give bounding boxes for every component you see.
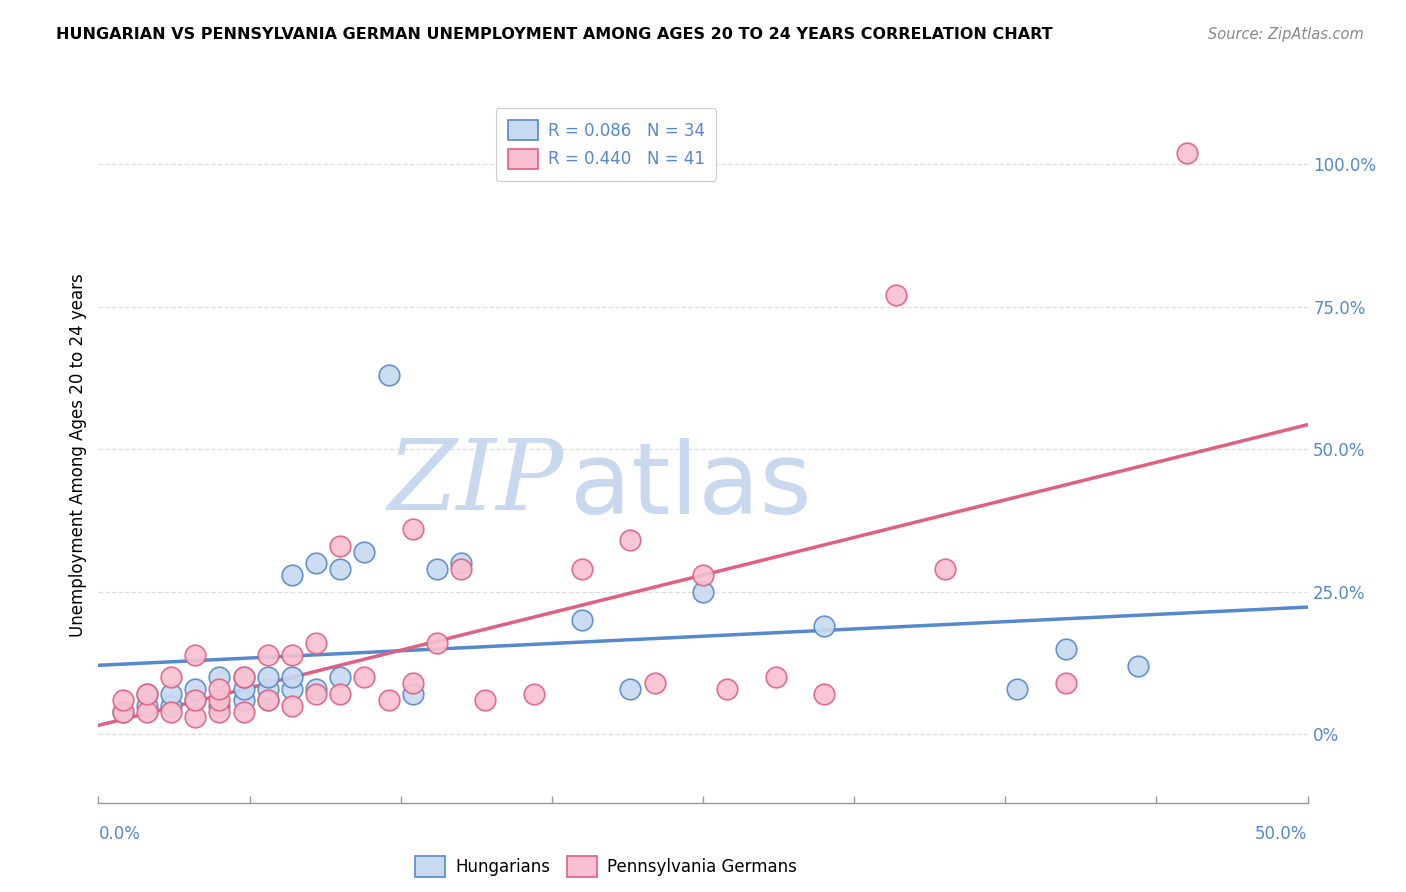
Point (886, 288, 908, 302)
Text: Source: ZipAtlas.com: Source: ZipAtlas.com (1208, 27, 1364, 42)
Point (256, 648, 278, 662)
Point (135, 705, 157, 719)
Point (281, 698, 304, 713)
Point (160, 705, 183, 719)
Point (208, 705, 231, 719)
Point (281, 567, 304, 582)
Point (329, 670, 352, 684)
Point (256, 681, 278, 696)
Point (184, 693, 207, 707)
Point (402, 522, 425, 536)
Point (450, 556, 472, 570)
Point (232, 705, 254, 719)
Point (184, 681, 207, 696)
Point (692, 567, 714, 582)
Point (256, 670, 278, 684)
Point (329, 539, 352, 553)
Point (135, 688, 157, 702)
Point (281, 681, 304, 696)
Point (402, 676, 425, 690)
Point (1128, 659, 1150, 673)
Point (619, 681, 641, 696)
Point (402, 688, 425, 702)
Text: ZIP: ZIP (388, 435, 564, 531)
Point (571, 613, 593, 627)
Point (377, 693, 399, 707)
Point (208, 698, 231, 713)
Point (281, 648, 304, 662)
Point (571, 562, 593, 576)
Point (813, 688, 835, 702)
Point (208, 681, 231, 696)
Point (1054, 676, 1077, 690)
Point (305, 556, 328, 570)
Point (426, 562, 449, 576)
Legend: Hungarians, Pennsylvania Germans: Hungarians, Pennsylvania Germans (408, 848, 806, 885)
Point (232, 670, 254, 684)
Text: 0.0%: 0.0% (98, 825, 141, 843)
Point (1007, 681, 1029, 696)
Y-axis label: Unemployment Among Ages 20 to 24 years: Unemployment Among Ages 20 to 24 years (69, 273, 87, 637)
Point (450, 562, 472, 576)
Point (377, 368, 399, 382)
Point (111, 693, 134, 707)
Point (305, 688, 328, 702)
Point (716, 681, 738, 696)
Point (184, 648, 207, 662)
Point (619, 533, 641, 548)
Point (111, 705, 134, 719)
Point (305, 681, 328, 696)
Point (644, 676, 666, 690)
Point (523, 688, 546, 702)
Point (160, 688, 183, 702)
Point (1175, 145, 1198, 160)
Point (135, 698, 157, 713)
Point (353, 545, 375, 559)
Point (256, 693, 278, 707)
Point (184, 710, 207, 724)
Point (184, 693, 207, 707)
Point (232, 693, 254, 707)
Point (135, 688, 157, 702)
Text: atlas: atlas (569, 438, 811, 534)
Point (111, 705, 134, 719)
Point (474, 693, 496, 707)
Point (208, 693, 231, 707)
Point (208, 670, 231, 684)
Point (305, 636, 328, 650)
Point (765, 670, 787, 684)
Point (256, 693, 278, 707)
Point (329, 688, 352, 702)
Point (692, 584, 714, 599)
Point (232, 670, 254, 684)
Point (160, 698, 183, 713)
Point (281, 670, 304, 684)
Point (329, 562, 352, 576)
Point (426, 636, 449, 650)
Point (353, 670, 375, 684)
Point (1054, 641, 1077, 656)
Text: 50.0%: 50.0% (1256, 825, 1308, 843)
Point (934, 562, 956, 576)
Point (232, 681, 254, 696)
Point (813, 619, 835, 633)
Text: HUNGARIAN VS PENNSYLVANIA GERMAN UNEMPLOYMENT AMONG AGES 20 TO 24 YEARS CORRELAT: HUNGARIAN VS PENNSYLVANIA GERMAN UNEMPLO… (56, 27, 1053, 42)
Point (160, 670, 183, 684)
